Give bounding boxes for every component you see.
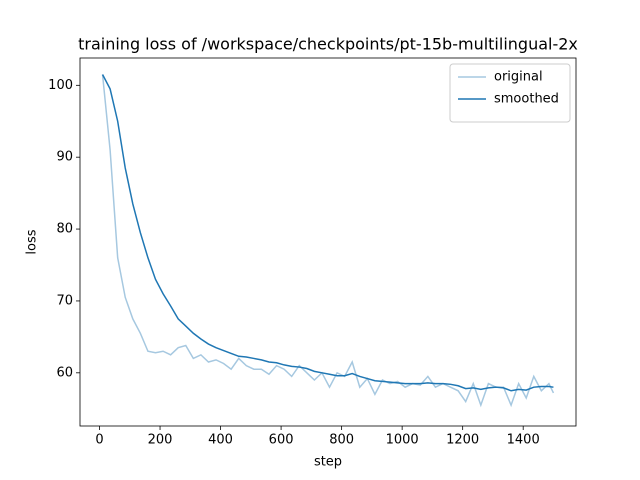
legend-label: original bbox=[494, 70, 543, 85]
y-tick-label: 100 bbox=[48, 78, 73, 93]
x-tick-label: 1400 bbox=[507, 433, 540, 448]
y-axis-label: loss bbox=[25, 229, 40, 254]
y-tick-label: 90 bbox=[56, 150, 73, 165]
x-tick-label: 0 bbox=[95, 433, 103, 448]
x-tick-label: 800 bbox=[329, 433, 354, 448]
legend-box bbox=[449, 63, 571, 123]
x-tick-label: 1000 bbox=[386, 433, 419, 448]
x-tick-label: 1200 bbox=[446, 433, 479, 448]
legend: original smoothed bbox=[449, 63, 571, 123]
y-tick-label: 80 bbox=[56, 222, 73, 237]
y-tick-label: 70 bbox=[56, 293, 73, 308]
legend-label: smoothed bbox=[494, 92, 559, 107]
x-tick-label: 600 bbox=[269, 433, 294, 448]
series-line bbox=[101, 74, 554, 392]
x-axis-label: step bbox=[314, 455, 342, 470]
x-tick-label: 400 bbox=[208, 433, 233, 448]
chart-title: training loss of /workspace/checkpoints/… bbox=[78, 35, 578, 54]
x-tick-label: 200 bbox=[148, 433, 173, 448]
series-line bbox=[101, 74, 555, 408]
y-tick-label: 60 bbox=[56, 365, 73, 380]
axes-frame bbox=[79, 57, 577, 427]
